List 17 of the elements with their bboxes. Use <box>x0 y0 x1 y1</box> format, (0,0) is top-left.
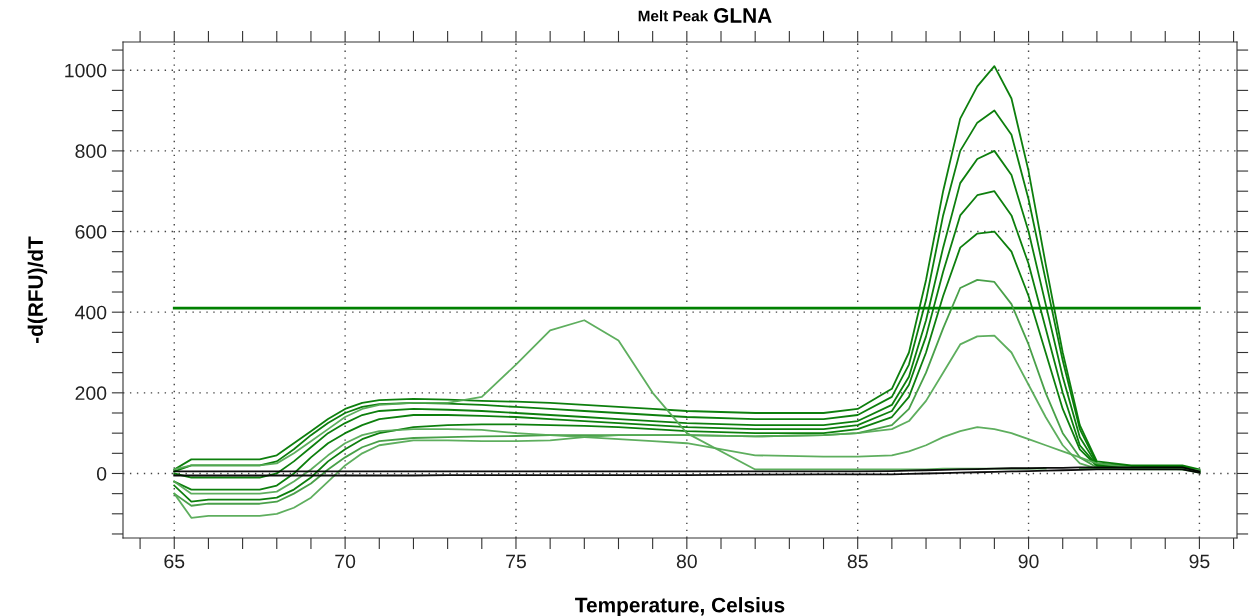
x-tick-label: 65 <box>164 554 185 569</box>
y-tick-label: 0 <box>96 466 107 481</box>
chart-title: GLNA <box>714 8 772 23</box>
y-tick-label: 600 <box>75 225 107 239</box>
x-tick-label: 80 <box>676 554 697 569</box>
y-tick-label: 800 <box>75 144 107 159</box>
y-tick-label: 400 <box>75 305 107 320</box>
chart-subtitle: Melt Peak <box>638 10 709 22</box>
x-tick-label: 85 <box>847 554 868 569</box>
y-axis-title: -d(RFU)/dT <box>27 236 48 343</box>
x-tick-label: 90 <box>1018 554 1039 569</box>
y-tick-label: 1000 <box>65 63 107 78</box>
x-tick-label: 95 <box>1189 554 1210 569</box>
x-tick-label: 70 <box>335 554 356 569</box>
y-tick-label: 200 <box>75 386 107 401</box>
x-tick-label: 75 <box>506 554 526 569</box>
x-axis-title: Temperature, Celsius <box>575 597 785 616</box>
